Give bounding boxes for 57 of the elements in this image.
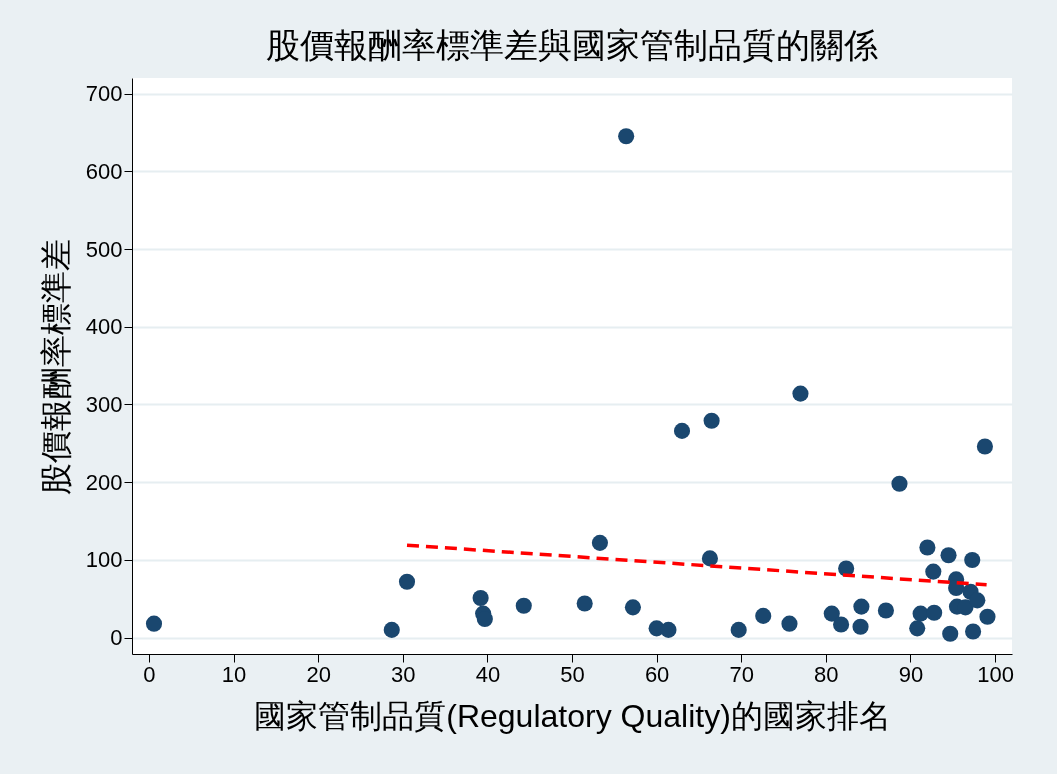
y-axis-title: 股價報酬率標準差 bbox=[37, 238, 74, 495]
point bbox=[833, 616, 850, 633]
point bbox=[673, 422, 691, 439]
point bbox=[969, 592, 986, 609]
x-tick-label: 100 bbox=[977, 661, 1014, 687]
point bbox=[703, 412, 720, 429]
point bbox=[940, 547, 957, 564]
y-tick-label: 0 bbox=[110, 625, 123, 651]
point bbox=[852, 618, 869, 635]
point bbox=[964, 551, 981, 568]
x-tick-label: 30 bbox=[391, 661, 416, 687]
y-tick-label: 500 bbox=[85, 236, 123, 262]
point bbox=[701, 550, 718, 567]
point bbox=[515, 597, 532, 614]
point bbox=[823, 605, 840, 622]
point bbox=[853, 598, 870, 615]
y-tick-label: 700 bbox=[85, 81, 123, 107]
point bbox=[730, 621, 747, 638]
chart-title: 股價報酬率標準差與國家管制品質的關係 bbox=[266, 26, 878, 64]
point bbox=[912, 605, 929, 622]
point bbox=[965, 623, 982, 640]
point bbox=[472, 589, 489, 607]
point bbox=[383, 621, 400, 638]
y-tick-label: 600 bbox=[85, 158, 123, 184]
point bbox=[618, 128, 635, 145]
x-tick-label: 40 bbox=[475, 661, 501, 687]
point bbox=[909, 620, 926, 637]
point bbox=[919, 539, 936, 556]
point bbox=[398, 573, 416, 590]
point bbox=[591, 534, 608, 551]
point bbox=[925, 563, 942, 580]
y-tick-label: 100 bbox=[85, 547, 123, 573]
point bbox=[926, 604, 943, 621]
y-tick-label: 400 bbox=[85, 314, 123, 340]
point bbox=[891, 475, 908, 492]
point bbox=[792, 385, 809, 402]
x-tick-label: 10 bbox=[221, 661, 247, 687]
y-tick-label: 200 bbox=[85, 469, 123, 495]
point bbox=[660, 621, 677, 638]
x-tick-label: 60 bbox=[644, 661, 670, 687]
x-tick-label: 50 bbox=[560, 661, 585, 687]
y-tick-label: 300 bbox=[85, 391, 123, 417]
point bbox=[624, 599, 641, 616]
point bbox=[781, 615, 798, 632]
point bbox=[755, 607, 772, 624]
x-tick-label: 0 bbox=[143, 661, 156, 687]
point bbox=[576, 595, 593, 612]
point bbox=[877, 602, 894, 619]
x-tick-label: 90 bbox=[898, 661, 924, 687]
x-axis-title: 國家管制品質(Regulatory Quality)的國家排名 bbox=[254, 697, 891, 734]
point bbox=[979, 608, 996, 625]
x-tick-label: 70 bbox=[729, 661, 754, 687]
point bbox=[942, 625, 959, 642]
point bbox=[976, 438, 993, 455]
x-tick-label: 80 bbox=[814, 661, 839, 687]
point bbox=[145, 615, 163, 632]
x-tick-label: 20 bbox=[306, 661, 331, 687]
